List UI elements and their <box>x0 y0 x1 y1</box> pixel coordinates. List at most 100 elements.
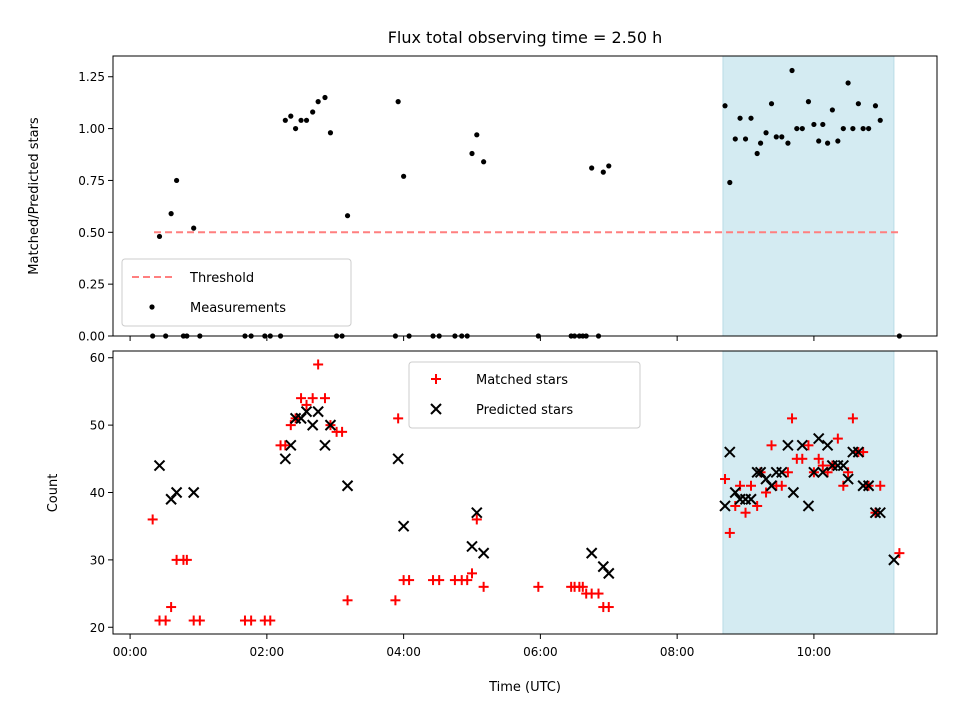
legend-predicted-label: Predicted stars <box>476 403 573 418</box>
predicted-star-point <box>729 486 741 499</box>
predicted-star-point <box>862 480 875 492</box>
legend-bottom: Matched stars Predicted stars <box>408 361 641 429</box>
matched-star-point <box>471 514 482 525</box>
x-tick-label: 04:00 <box>386 645 421 659</box>
y-tick-label: 0.00 <box>78 330 105 344</box>
matched-star-point <box>301 399 312 410</box>
matched-star-point <box>246 615 257 626</box>
measurement-point <box>322 94 328 101</box>
predicted-star-point <box>585 547 598 559</box>
matched-star-point <box>766 440 777 451</box>
y-tick-label: 40 <box>90 486 105 500</box>
matched-star-point <box>181 554 192 565</box>
highlight-span <box>722 55 895 337</box>
measurement-point <box>727 179 733 186</box>
measurement-point <box>768 101 775 107</box>
matched-star-point <box>787 413 798 424</box>
matched-star-point <box>740 507 751 518</box>
y-tick-label: 50 <box>90 419 105 433</box>
matched-star-point <box>832 433 843 444</box>
x-tick-label: 02:00 <box>250 645 285 659</box>
legend-matched-label: Matched stars <box>476 373 568 388</box>
matched-star-point <box>390 595 401 606</box>
measurement-point <box>860 125 866 132</box>
predicted-star-point <box>802 500 815 512</box>
predicted-star-point <box>796 439 808 452</box>
matched-star-point <box>847 413 858 424</box>
matched-star-point <box>752 500 763 511</box>
measurement-point <box>811 121 817 128</box>
measurement-point <box>600 169 606 175</box>
measurement-point <box>303 117 310 123</box>
measurement-point <box>173 177 180 184</box>
matched-star-point <box>603 602 614 613</box>
measurement-point <box>816 138 822 144</box>
predicted-star-point <box>812 432 825 445</box>
measurement-point <box>401 173 407 179</box>
predicted-star-point <box>312 405 324 418</box>
matched-star-point <box>337 426 348 437</box>
matched-star-point <box>858 447 869 458</box>
predicted-star-point <box>852 446 865 458</box>
measurement-point <box>872 103 879 109</box>
legend-measurement-swatch <box>149 304 155 310</box>
measurement-point <box>789 67 795 74</box>
predicted-star-point <box>765 480 778 492</box>
predicted-star-point <box>153 459 166 472</box>
measurement-point <box>845 80 851 86</box>
measurement-point <box>327 130 334 136</box>
matched-star-point <box>724 527 735 538</box>
matched-star-point <box>307 393 318 404</box>
predicted-star-point <box>392 453 404 465</box>
matched-star-point <box>813 453 824 464</box>
predicted-star-point <box>724 446 736 458</box>
measurement-point <box>722 103 728 109</box>
matched-star-point <box>593 588 604 599</box>
predicted-star-point <box>869 507 882 519</box>
measurement-point <box>877 117 883 123</box>
matched-star-point <box>342 595 353 606</box>
measurement-point <box>799 125 805 132</box>
matched-star-point <box>166 602 177 613</box>
measurement-point <box>395 99 401 105</box>
matched-star-point <box>817 460 828 471</box>
matched-star-point <box>313 359 324 370</box>
predicted-star-point <box>397 520 410 532</box>
legend-measurement-label: Measurements <box>190 301 286 316</box>
matched-star-point <box>803 440 814 451</box>
matched-star-point <box>393 413 404 424</box>
panel-ratio: 0.00 0.25 0.50 0.75 1.00 1.25 Threshold Measure… <box>78 55 938 344</box>
matched-star-point <box>746 480 757 491</box>
predicted-star-point <box>300 405 313 418</box>
predicted-star-point <box>751 466 763 478</box>
measurement-point <box>829 107 835 113</box>
measurement-point <box>292 125 299 132</box>
predicted-star-point <box>187 486 200 499</box>
matched-star-point <box>280 440 291 451</box>
predicted-star-point <box>477 547 490 559</box>
predicted-star-point <box>324 419 337 431</box>
predicted-star-point <box>842 473 854 485</box>
matched-star-point <box>478 581 489 592</box>
chart-title: Flux total observing time = 2.50 h <box>388 28 663 47</box>
measurement-point <box>315 99 321 105</box>
matched-star-point <box>319 393 330 404</box>
matched-star-point <box>894 548 905 559</box>
predicted-star-point <box>787 486 800 499</box>
predicted-star-point <box>603 567 615 580</box>
measurement-point <box>606 163 612 169</box>
predicted-star-point <box>808 466 820 478</box>
predicted-star-point <box>888 554 900 566</box>
matched-star-point <box>720 474 731 485</box>
x-tick-label: 06:00 <box>523 645 558 659</box>
matched-star-point <box>194 615 205 626</box>
matched-star-point <box>296 393 307 404</box>
matched-star-point <box>285 420 296 431</box>
measurement-point <box>840 125 846 132</box>
measurement-point <box>288 113 294 119</box>
measurement-point <box>748 115 754 121</box>
matched-star-point <box>404 575 415 586</box>
predicted-star-point <box>285 439 297 452</box>
measurement-point <box>156 233 163 240</box>
measurement-point <box>855 101 861 107</box>
